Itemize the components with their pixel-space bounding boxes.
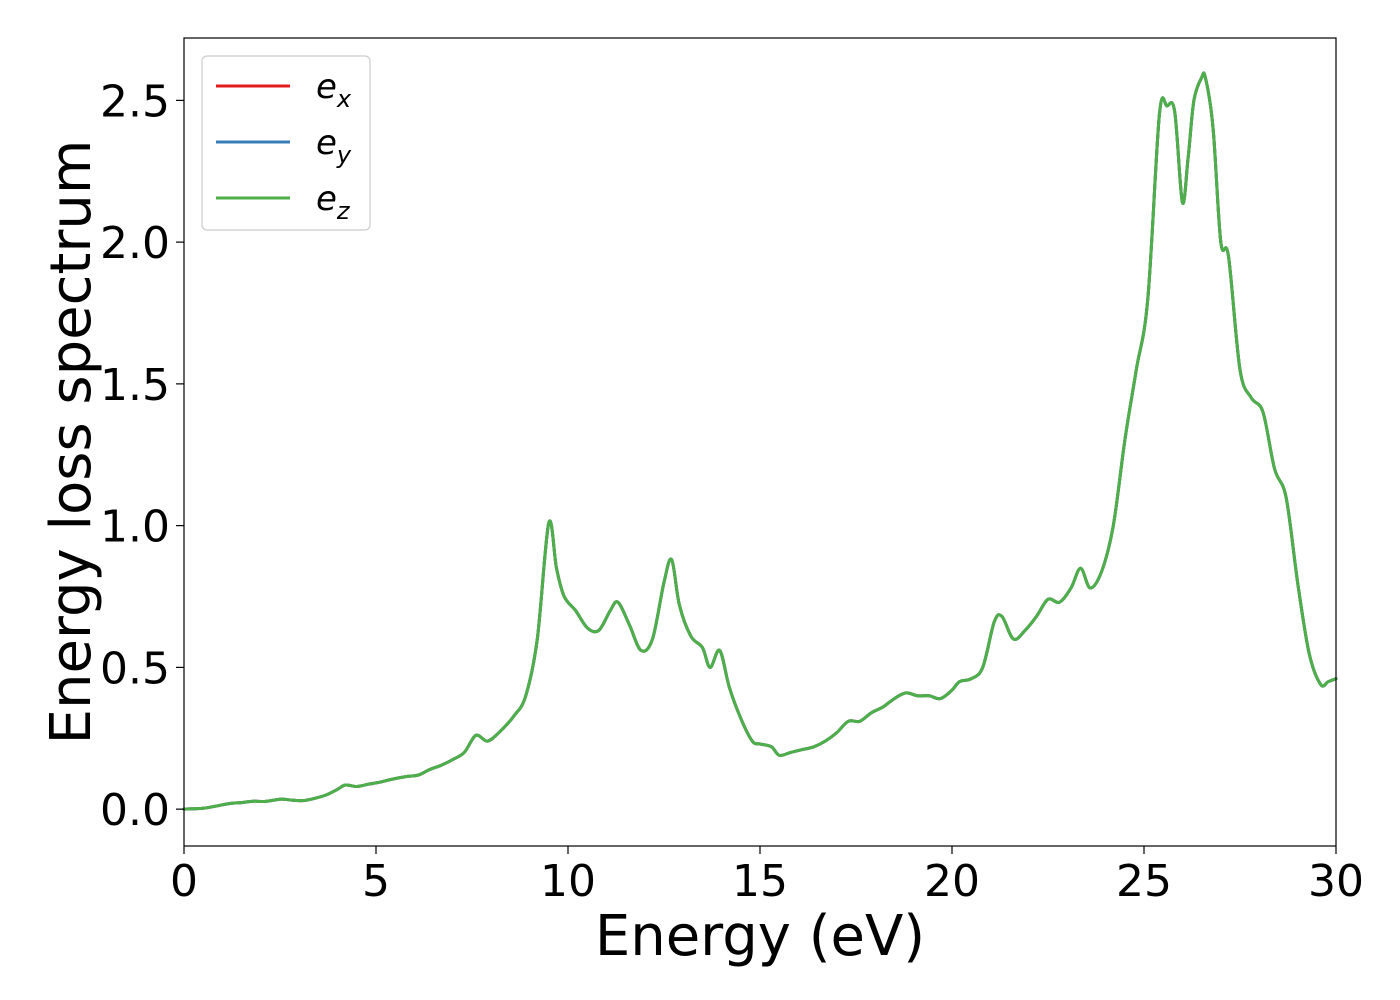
x-tick-label: 0: [170, 856, 198, 907]
x-tick-label: 20: [924, 856, 980, 907]
y-tick-label: 0.0: [100, 785, 170, 836]
plot-lines: [182, 71, 1338, 811]
x-tick-label: 5: [362, 856, 390, 907]
y-tick-label: 0.5: [100, 643, 170, 694]
x-tick-label: 30: [1308, 856, 1364, 907]
legend-label-x: ex: [316, 67, 352, 113]
y-tick-label: 1.0: [100, 502, 170, 553]
y-tick-label: 2.0: [100, 218, 170, 269]
x-tick-label: 15: [732, 856, 788, 907]
x-axis-title: Energy (eV): [595, 904, 925, 969]
series-line-e-z: [182, 71, 1338, 811]
x-tick-label: 25: [1116, 856, 1172, 907]
y-tick-label: 2.5: [100, 76, 170, 127]
y-axis: 0.0 0.5 1.0 1.5 2.0 2.5: [100, 76, 184, 836]
x-axis: 0 5 10 15 20 25 30: [170, 846, 1364, 907]
y-tick-label: 1.5: [100, 360, 170, 411]
legend-label-y: ey: [316, 123, 352, 169]
y-axis-title: Energy loss spectrum: [39, 140, 104, 745]
x-tick-label: 10: [540, 856, 596, 907]
legend-label-z: ez: [316, 179, 351, 225]
legend: ex ey ez: [201, 55, 371, 231]
